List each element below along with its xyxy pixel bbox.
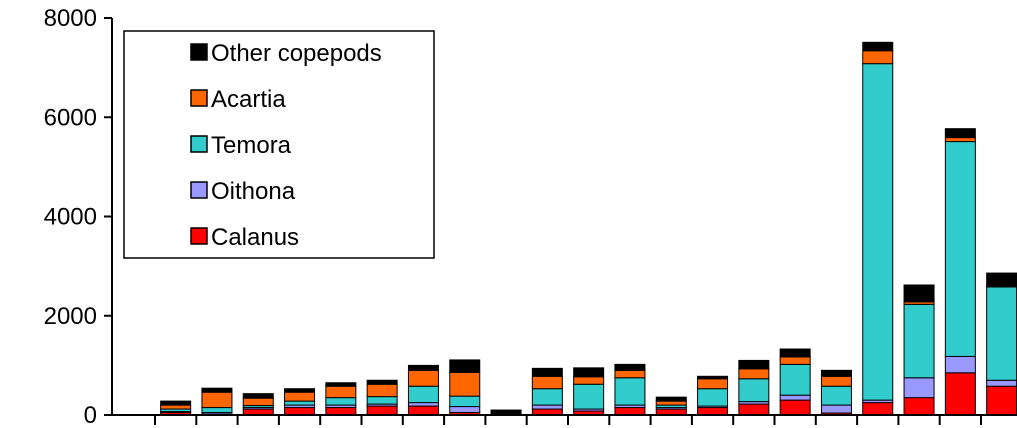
bar-segment-temora bbox=[986, 286, 1017, 381]
bar-segment-other-copepods bbox=[573, 367, 605, 378]
legend-label: Calanus bbox=[211, 224, 299, 251]
bar-segment-temora bbox=[738, 378, 770, 403]
bar-segment-acartia bbox=[284, 391, 316, 402]
legend: Other copepods Acartia Temora Oithona Calanu… bbox=[123, 30, 435, 259]
bar-segment-temora bbox=[862, 63, 894, 401]
bar-segment-acartia bbox=[325, 385, 357, 399]
bar-segment-oithona bbox=[449, 406, 481, 414]
bar-segment-acartia bbox=[160, 404, 192, 410]
bar-segment-other-copepods bbox=[366, 379, 398, 385]
bar-segment-oithona bbox=[903, 377, 935, 399]
bar-segment-acartia bbox=[944, 137, 976, 143]
bar-segment-acartia bbox=[531, 375, 563, 390]
bar-segment-other-copepods bbox=[738, 359, 770, 370]
bar-segment-acartia bbox=[697, 378, 729, 390]
bar-segment-other-copepods bbox=[614, 363, 646, 371]
bar-segment-calanus bbox=[944, 372, 976, 416]
bar-segment-acartia bbox=[366, 383, 398, 398]
bar-segment-other-copepods bbox=[490, 409, 522, 412]
bar-segment-calanus bbox=[697, 407, 729, 416]
bar-segment-acartia bbox=[779, 356, 811, 365]
bar-segment-oithona bbox=[944, 355, 976, 374]
bar-segment-temora bbox=[407, 385, 439, 404]
bar-segment-other-copepods bbox=[531, 367, 563, 377]
bar-segment-other-copepods bbox=[986, 272, 1017, 287]
bar-segment-temora bbox=[449, 395, 481, 408]
bar-segment-other-copepods bbox=[862, 41, 894, 52]
bar-segment-calanus bbox=[325, 407, 357, 416]
bar-segment-calanus bbox=[614, 407, 646, 416]
y-tick-label: 6000 bbox=[44, 104, 97, 131]
y-tick-label: 8000 bbox=[44, 5, 97, 32]
x-axis bbox=[112, 414, 1017, 425]
bar-segment-other-copepods bbox=[697, 375, 729, 380]
bar-segment-other-copepods bbox=[160, 400, 192, 406]
bar-segment-acartia bbox=[862, 50, 894, 65]
legend-label: Other copepods bbox=[211, 40, 382, 67]
bar-segment-temora bbox=[366, 396, 398, 405]
bar-segment-oithona bbox=[531, 404, 563, 410]
bar-segment-oithona bbox=[779, 394, 811, 401]
bar-segment-other-copepods bbox=[325, 382, 357, 387]
bars bbox=[160, 41, 1017, 416]
legend-swatch bbox=[190, 89, 208, 107]
legend-swatch bbox=[190, 227, 208, 245]
y-tick-label: 4000 bbox=[44, 204, 97, 231]
legend-swatch bbox=[190, 43, 208, 61]
bar-segment-temora bbox=[944, 141, 976, 357]
bar-segment-other-copepods bbox=[903, 284, 935, 303]
bar-segment-calanus bbox=[779, 399, 811, 416]
bar-segment-calanus bbox=[407, 405, 439, 416]
legend-label: Temora bbox=[211, 132, 292, 159]
bar-segment-acartia bbox=[738, 368, 770, 380]
bar-segment-other-copepods bbox=[655, 396, 687, 402]
bar-segment-temora bbox=[903, 303, 935, 379]
bar-segment-calanus bbox=[738, 403, 770, 416]
bar-segment-temora bbox=[614, 377, 646, 406]
bar-segment-other-copepods bbox=[201, 387, 233, 393]
legend-box bbox=[123, 30, 435, 259]
legend-label: Acartia bbox=[211, 86, 286, 113]
bar-segment-calanus bbox=[366, 405, 398, 416]
legend-swatch bbox=[190, 181, 208, 199]
bar-segment-temora bbox=[325, 397, 357, 406]
bar-segment-calanus bbox=[903, 397, 935, 416]
bar-segment-oithona bbox=[407, 402, 439, 407]
bar-segment-acartia bbox=[242, 397, 274, 407]
legend-label: Oithona bbox=[211, 178, 296, 205]
bar-segment-calanus bbox=[862, 402, 894, 416]
bar-segment-acartia bbox=[407, 369, 439, 387]
bar-segment-temora bbox=[779, 363, 811, 396]
bar-segment-other-copepods bbox=[944, 128, 976, 139]
bar-segment-temora bbox=[573, 383, 605, 410]
bar-segment-other-copepods bbox=[449, 359, 481, 373]
bar-segment-calanus bbox=[986, 385, 1017, 416]
bar-segment-other-copepods bbox=[242, 393, 274, 399]
bar-segment-acartia bbox=[573, 376, 605, 385]
bar-segment-acartia bbox=[655, 400, 687, 406]
bar-segment-acartia bbox=[820, 375, 852, 387]
y-tick-label: 0 bbox=[84, 402, 97, 428]
bar-segment-temora bbox=[697, 388, 729, 407]
bar-segment-temora bbox=[201, 407, 233, 414]
bar-segment-other-copepods bbox=[407, 364, 439, 371]
bar-segment-acartia bbox=[614, 369, 646, 379]
bar-segment-acartia bbox=[201, 391, 233, 409]
bar-segment-calanus bbox=[284, 407, 316, 416]
bar-segment-temora bbox=[284, 400, 316, 406]
bar-segment-temora bbox=[820, 385, 852, 406]
y-axis: 0 2000 4000 6000 8000 bbox=[44, 5, 113, 428]
bar-segment-other-copepods bbox=[779, 348, 811, 358]
bar-segment-temora bbox=[531, 388, 563, 406]
bar-segment-other-copepods bbox=[820, 369, 852, 377]
bar-segment-oithona bbox=[986, 379, 1017, 387]
bar-segment-other-copepods bbox=[284, 388, 316, 393]
bar-segment-oithona bbox=[820, 404, 852, 414]
y-tick-label: 2000 bbox=[44, 303, 97, 330]
legend-swatch bbox=[190, 135, 208, 153]
bar-segment-acartia bbox=[449, 371, 481, 397]
